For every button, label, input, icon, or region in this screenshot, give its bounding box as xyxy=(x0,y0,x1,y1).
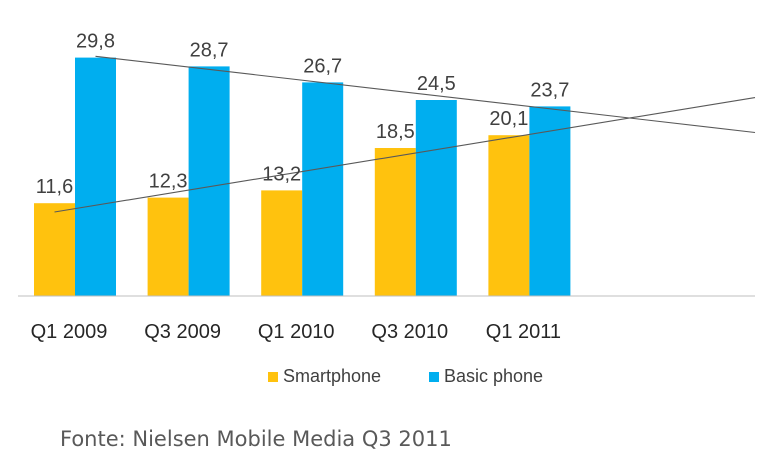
data-label-basic-phone-q1-2009: 29,8 xyxy=(76,31,115,53)
legend: Smartphone Basic phone xyxy=(268,366,543,386)
bar-basic-phone-q1-2009 xyxy=(75,57,116,296)
bar-basic-phone-q3-2010 xyxy=(415,100,457,296)
bar-basic-phone-q3-2009 xyxy=(188,66,230,297)
data-label-basic-phone-q1-2011: 23,7 xyxy=(530,79,569,101)
bar-smartphone-q1-2010 xyxy=(261,190,303,296)
x-tick-q1-2009: Q1 2009 xyxy=(31,321,108,343)
trendline-basic-phone xyxy=(95,55,756,134)
trendline-smartphone xyxy=(54,97,756,213)
data-label-basic-phone-q1-2010: 26,7 xyxy=(303,55,342,77)
bar-smartphone-q3-2009 xyxy=(147,197,189,296)
bar-basic-phone-q1-2011 xyxy=(529,106,571,297)
data-label-smartphone-q1-2009: 11,6 xyxy=(36,176,73,198)
bar-basic-phone-q1-2010 xyxy=(302,82,344,297)
value-labels-layer: 11,6 29,8 12,3 28,7 13,2 26,7 18,5 24,5 20,123,7 xyxy=(36,31,570,199)
legend-swatch-basic-phone xyxy=(429,372,439,382)
legend-swatch-smartphone xyxy=(268,372,278,382)
bar-smartphone-q1-2009 xyxy=(34,203,75,296)
bars-layer xyxy=(34,57,571,297)
bar-smartphone-q1-2011 xyxy=(488,135,530,296)
bar-smartphone-q3-2010 xyxy=(374,148,416,296)
legend-label-basic-phone: Basic phone xyxy=(444,366,543,386)
data-label-basic-phone-q3-2009: 28,7 xyxy=(190,39,229,61)
data-label-smartphone-q3-2010: 18,5 xyxy=(376,121,415,143)
trendlines-layer xyxy=(54,55,756,213)
data-label-smartphone-q3-2009: 12,3 xyxy=(149,171,188,193)
x-tick-labels: Q1 2009 Q3 2009 Q1 2010 Q3 2010 Q1 2011 xyxy=(31,321,561,343)
x-tick-q3-2010: Q3 2010 xyxy=(371,321,448,343)
source-note: Fonte: Nielsen Mobile Media Q3 2011 xyxy=(60,427,452,451)
x-tick-q3-2009: Q3 2009 xyxy=(144,321,221,343)
data-label-smartphone-q1-2010: 13,2 xyxy=(262,163,301,185)
data-label-smartphone-q1-2011: 20,1 xyxy=(489,108,528,130)
data-label-basic-phone-q3-2010: 24,5 xyxy=(417,73,456,95)
x-tick-q1-2010: Q1 2010 xyxy=(258,321,335,343)
x-tick-q1-2011: Q1 2011 xyxy=(486,321,561,343)
legend-label-smartphone: Smartphone xyxy=(283,366,381,386)
